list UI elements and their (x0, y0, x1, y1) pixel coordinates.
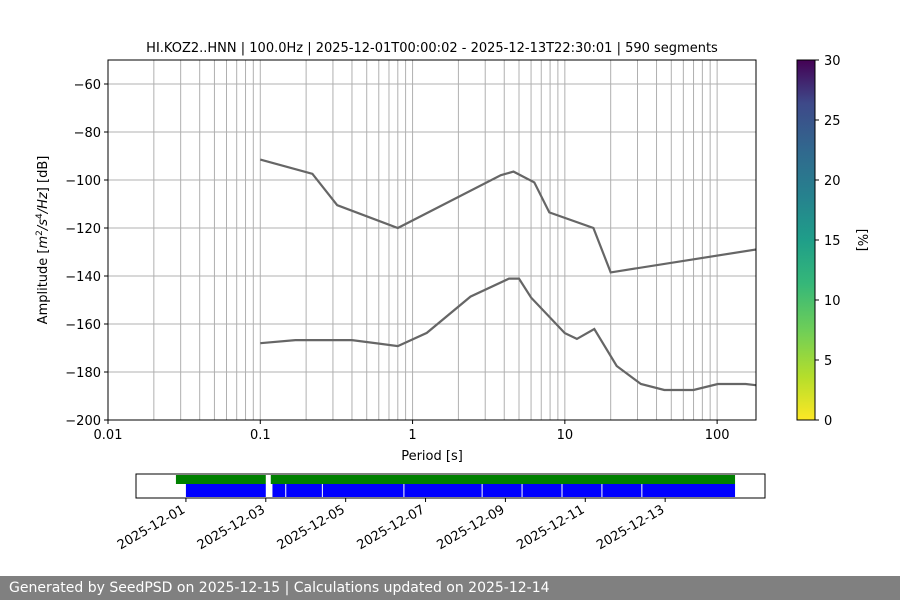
colorbar-tick-label: 30 (824, 54, 841, 69)
y-tick-label: −120 (65, 222, 101, 237)
colorbar-tick-label: 0 (824, 414, 832, 429)
data-availability-timeline: 2025-12-01 2025-12-03 2025-12-05 2025-12-07… (115, 473, 766, 553)
footer: Generated by SeedPSD on 2025-12-15 | Cal… (0, 576, 900, 600)
x-tick-label: 10 (557, 428, 574, 443)
y-axis-ticks: −200 −180 −160 −140 −120 −100 −80 −60 (65, 78, 108, 429)
timeline-tick-label: 2025-12-09 (434, 502, 507, 553)
colorbar-tick-label: 15 (824, 234, 841, 249)
y-tick-label: −180 (65, 366, 101, 381)
timeline-tick-label: 2025-12-01 (115, 502, 188, 553)
x-axis-ticks: 0.01 0.1 1 10 100 (94, 420, 730, 443)
colorbar-tick-label: 25 (824, 114, 841, 129)
y-tick-label: −200 (65, 414, 101, 429)
x-tick-label: 100 (705, 428, 730, 443)
x-axis-label: Period [s] (401, 449, 463, 464)
timeline-blue-bar (272, 484, 736, 497)
y-tick-label: −80 (74, 126, 101, 141)
colorbar (796, 59, 816, 421)
psd-figure: HI.KOZ2..HNN | 100.0Hz | 2025-12-01T00:0… (35, 41, 869, 553)
plot-frame (107, 59, 757, 421)
colorbar-tick-label: 5 (824, 354, 832, 369)
y-axis-label: Amplitude [m2/s4/Hz] [dB] (35, 156, 51, 325)
grid-lines (108, 60, 756, 421)
y-tick-label: −60 (74, 78, 101, 93)
noise-model-high (260, 158, 756, 274)
chart-title: HI.KOZ2..HNN | 100.0Hz | 2025-12-01T00:0… (146, 41, 718, 56)
noise-model-low (260, 277, 756, 392)
y-tick-label: −100 (65, 174, 101, 189)
x-tick-label: 1 (408, 428, 416, 443)
colorbar-tick-label: 10 (824, 294, 841, 309)
timeline-green-bar (270, 475, 736, 484)
noise-models (260, 158, 756, 392)
y-tick-label: −160 (65, 318, 101, 333)
timeline-tick-label: 2025-12-05 (275, 502, 348, 553)
timeline-blue-bar (185, 484, 266, 497)
colorbar-ticks: 0 5 10 15 20 25 30 (815, 54, 841, 429)
timeline-tick-label: 2025-12-07 (355, 502, 428, 553)
timeline-tick-label: 2025-12-13 (594, 502, 667, 553)
x-tick-label: 0.01 (94, 428, 123, 443)
timeline-tick-label: 2025-12-03 (195, 502, 268, 553)
y-tick-label: −140 (65, 270, 101, 285)
colorbar-tick-label: 20 (824, 174, 841, 189)
timeline-green-bar (175, 475, 266, 484)
colorbar-label: [%] (854, 229, 869, 252)
x-tick-label: 0.1 (250, 428, 271, 443)
timeline-tick-label: 2025-12-11 (514, 502, 587, 553)
